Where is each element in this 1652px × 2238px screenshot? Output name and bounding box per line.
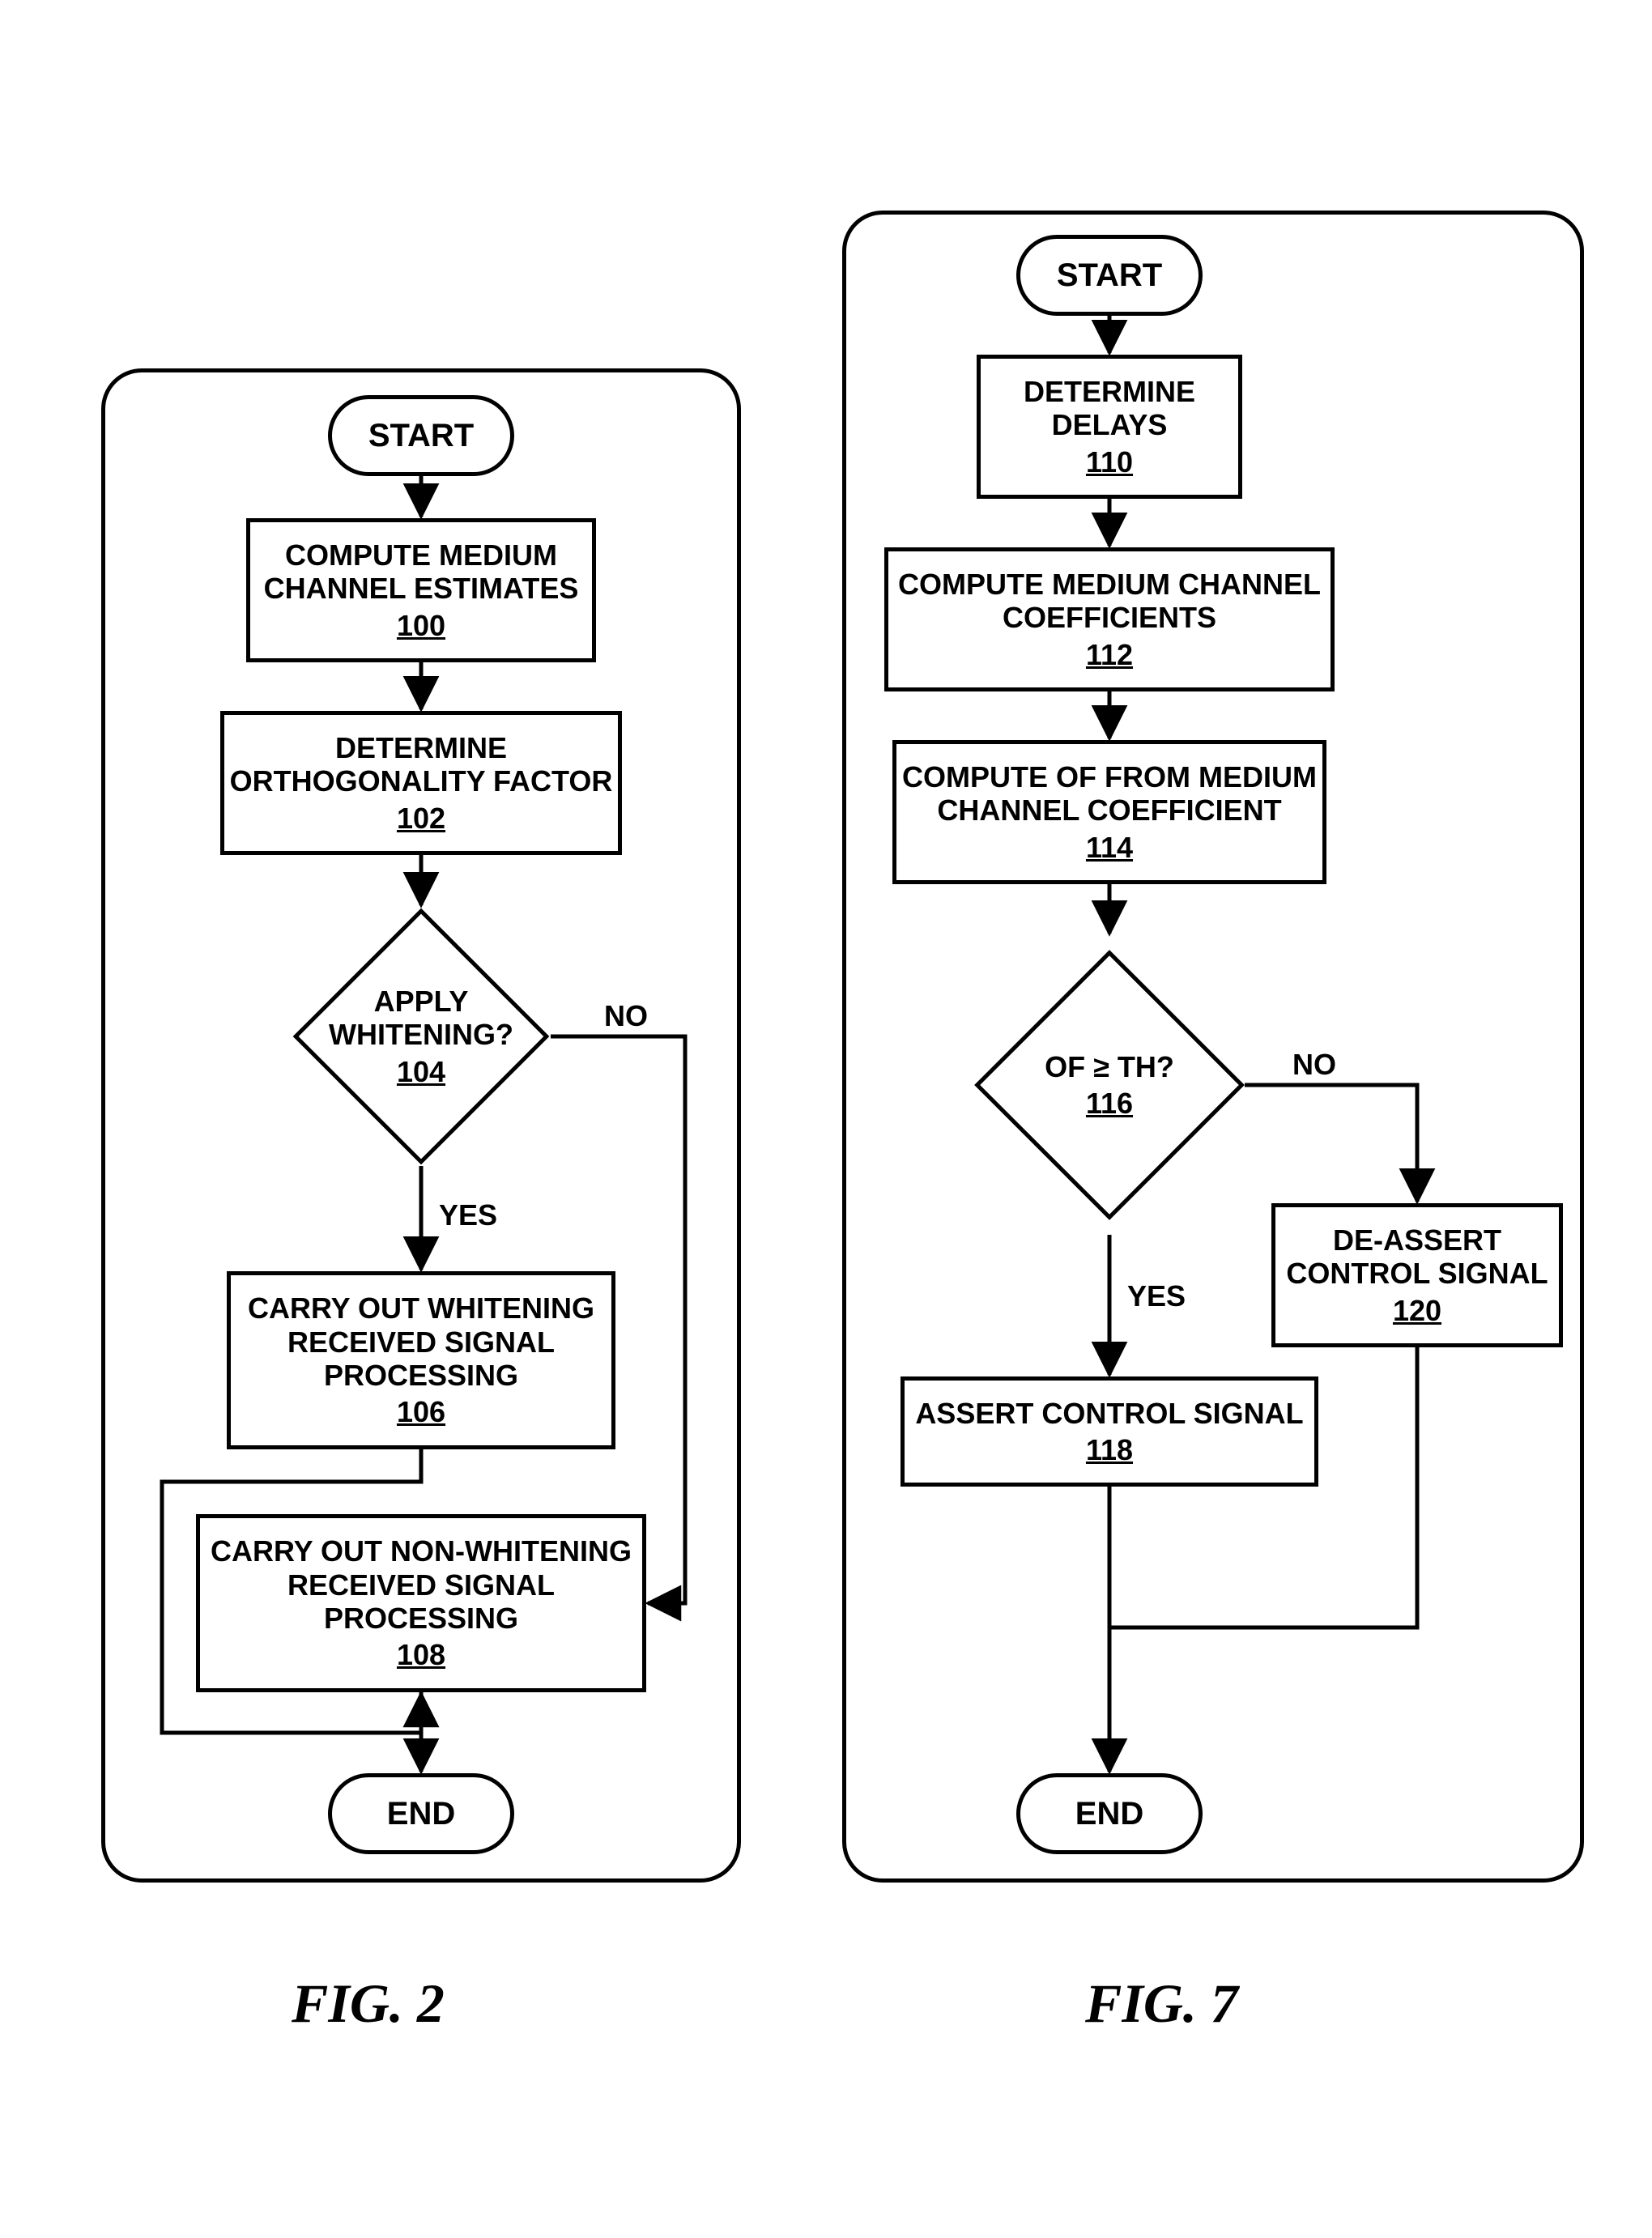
- fig7-decision-116: OF ≥ TH? 116: [939, 935, 1279, 1235]
- fig2-box-106-line1: CARRY OUT WHITENING: [248, 1291, 594, 1325]
- fig2-no-label: NO: [604, 999, 648, 1033]
- fig7-box-112-ref: 112: [1086, 638, 1133, 671]
- fig7-caption: FIG. 7: [1085, 1972, 1238, 2036]
- fig7-end: END: [1016, 1773, 1203, 1854]
- fig2-box-102-line2: ORTHOGONALITY FACTOR: [230, 764, 613, 798]
- fig2-decision-104-line1: APPLY: [374, 985, 469, 1018]
- fig7-no-label: NO: [1292, 1048, 1336, 1082]
- fig7-box-118-line1: ASSERT CONTROL SIGNAL: [915, 1397, 1303, 1430]
- fig2-decision-104-line2: WHITENING?: [329, 1018, 513, 1051]
- fig7-box-120-line1: DE-ASSERT: [1333, 1223, 1501, 1257]
- fig2-box-108-line3: PROCESSING: [324, 1602, 518, 1635]
- fig2-box-108-ref: 108: [397, 1638, 445, 1671]
- fig7-box-114-ref: 114: [1086, 831, 1133, 864]
- fig7-box-118: ASSERT CONTROL SIGNAL 118: [901, 1376, 1318, 1487]
- fig2-caption: FIG. 2: [292, 1972, 445, 2036]
- fig2-start-label: START: [368, 417, 474, 454]
- fig7-box-112: COMPUTE MEDIUM CHANNEL COEFFICIENTS 112: [884, 547, 1335, 691]
- fig2-end: END: [328, 1773, 514, 1854]
- page-root: START COMPUTE MEDIUM CHANNEL ESTIMATES 1…: [32, 32, 1620, 2206]
- fig7-box-114: COMPUTE OF FROM MEDIUM CHANNEL COEFFICIE…: [892, 740, 1326, 884]
- fig2-box-100-ref: 100: [397, 609, 445, 642]
- fig2-box-106-line2: RECEIVED SIGNAL: [287, 1325, 555, 1359]
- fig7-box-120-ref: 120: [1393, 1294, 1441, 1327]
- fig2-box-100-line1: COMPUTE MEDIUM: [285, 538, 557, 572]
- fig7-box-112-line2: COEFFICIENTS: [1003, 601, 1216, 634]
- fig7-box-112-line1: COMPUTE MEDIUM CHANNEL: [898, 568, 1321, 601]
- fig2-box-106-ref: 106: [397, 1395, 445, 1428]
- fig2-box-102-line1: DETERMINE: [335, 731, 507, 764]
- fig7-box-110-ref: 110: [1086, 445, 1133, 479]
- fig7-box-114-line1: COMPUTE OF FROM MEDIUM: [902, 760, 1317, 794]
- fig7-yes-label: YES: [1127, 1279, 1186, 1313]
- fig7-box-120-line2: CONTROL SIGNAL: [1286, 1257, 1548, 1290]
- fig2-end-label: END: [387, 1795, 455, 1832]
- fig2-decision-104-ref: 104: [397, 1055, 445, 1088]
- fig7-box-118-ref: 118: [1086, 1433, 1133, 1466]
- fig2-box-100: COMPUTE MEDIUM CHANNEL ESTIMATES 100: [246, 518, 596, 662]
- fig2-box-102-ref: 102: [397, 802, 445, 835]
- fig7-end-label: END: [1075, 1795, 1143, 1832]
- fig7-box-110-line2: DELAYS: [1052, 408, 1168, 441]
- fig7-box-120: DE-ASSERT CONTROL SIGNAL 120: [1271, 1203, 1563, 1347]
- fig7-box-110-line1: DETERMINE: [1024, 375, 1195, 408]
- fig2-start: START: [328, 395, 514, 476]
- fig2-box-108-line1: CARRY OUT NON-WHITENING: [211, 1534, 632, 1568]
- fig2-box-100-line2: CHANNEL ESTIMATES: [264, 572, 579, 605]
- fig7-start-label: START: [1057, 257, 1162, 294]
- fig7-start: START: [1016, 235, 1203, 316]
- fig2-yes-label: YES: [439, 1198, 497, 1232]
- fig7-box-114-line2: CHANNEL COEFFICIENT: [937, 794, 1281, 827]
- fig7-decision-116-line1: OF ≥ TH?: [1045, 1050, 1174, 1083]
- fig2-box-108-line2: RECEIVED SIGNAL: [287, 1568, 555, 1602]
- fig2-box-106: CARRY OUT WHITENING RECEIVED SIGNAL PROC…: [227, 1271, 615, 1449]
- fig7-decision-116-ref: 116: [1086, 1087, 1133, 1120]
- fig2-box-108: CARRY OUT NON-WHITENING RECEIVED SIGNAL …: [196, 1514, 646, 1692]
- fig2-decision-104: APPLY WHITENING? 104: [251, 907, 591, 1166]
- fig2-box-102: DETERMINE ORTHOGONALITY FACTOR 102: [220, 711, 622, 855]
- fig7-box-110: DETERMINE DELAYS 110: [977, 355, 1242, 499]
- fig2-box-106-line3: PROCESSING: [324, 1359, 518, 1392]
